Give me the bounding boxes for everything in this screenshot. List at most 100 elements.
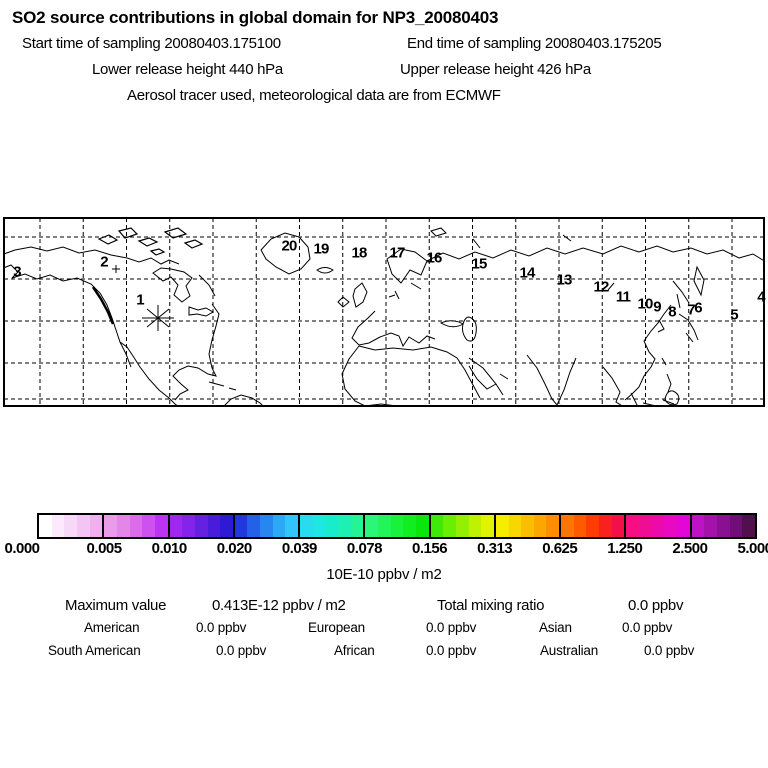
region-value: 0.0 ppbv: [426, 643, 477, 658]
colorbar-cell: [611, 515, 625, 537]
region-value: 0.0 ppbv: [196, 620, 247, 635]
colorbar-cell: [573, 515, 587, 537]
lower-release-label: Lower release height 440 hPa: [92, 61, 283, 78]
colorbar-tick-0.020: 0.020: [216, 540, 253, 557]
region-label-asian: Asian: [539, 620, 572, 635]
colorbar-segment-0: [39, 515, 103, 537]
colorbar-cell: [169, 515, 183, 537]
colorbar-tick-5.000: 5.000: [737, 540, 768, 557]
colorbar-segment-5: [363, 515, 429, 537]
colorbar-tick-0.039: 0.039: [281, 540, 318, 557]
tracer-note: Aerosol tracer used, meteorological data…: [127, 87, 501, 104]
region-value: 0.0 ppbv: [216, 643, 267, 658]
colorbar-tick-1.250: 1.250: [607, 540, 643, 557]
colorbar-cell: [586, 515, 600, 537]
colorbar-cell: [89, 515, 103, 537]
colorbar-cell: [415, 515, 429, 537]
region-label-american: American: [84, 620, 140, 635]
colorbar-cell: [508, 515, 522, 537]
colorbar-cell: [403, 515, 416, 537]
source-location-marker: [142, 305, 174, 331]
colorbar-tick-0.313: 0.313: [477, 540, 513, 557]
colorbar-segment-2: [167, 515, 233, 537]
colorbar-tick-0.078: 0.078: [346, 540, 383, 557]
colorbar-cell: [443, 515, 456, 537]
colorbar-cell: [377, 515, 391, 537]
colorbar-cell: [350, 515, 364, 537]
colorbar-cell: [691, 515, 705, 537]
colorbar-cell: [430, 515, 444, 537]
colorbar-cell: [626, 515, 640, 537]
max-value-label: Maximum value: [65, 597, 167, 614]
end-time-label: End time of sampling 20080403.175205: [407, 35, 662, 52]
colorbar-segment-4: [298, 515, 364, 537]
colorbar-cell: [599, 515, 612, 537]
region-value: 0.0 ppbv: [644, 643, 695, 658]
map-gridlines: [4, 218, 764, 406]
colorbar-cell: [104, 515, 117, 537]
colorbar-tick-0.156: 0.156: [412, 540, 448, 557]
region-label-european: European: [308, 620, 365, 635]
colorbar-cell: [300, 515, 313, 537]
colorbar-tick-0.005: 0.005: [86, 540, 123, 557]
colorbar-segment-7: [493, 515, 560, 537]
colorbar-cell: [285, 515, 299, 537]
upper-release-label: Upper release height 426 hPa: [400, 61, 591, 78]
max-value: 0.413E-12 ppbv / m2: [212, 597, 346, 614]
colorbar-cell: [247, 515, 261, 537]
total-mixing-ratio-label: Total mixing ratio: [437, 597, 545, 614]
colorbar-cell: [481, 515, 494, 537]
total-mixing-ratio-value: 0.0 ppbv: [628, 597, 684, 614]
colorbar-cell: [546, 515, 560, 537]
colorbar-segment-1: [102, 515, 168, 537]
colorbar-tick-labels: 0.000 0.005 0.010 0.020 0.039 0.078 0.156 0.313…: [0, 540, 768, 558]
colorbar-cell: [390, 515, 404, 537]
colorbar-cell: [533, 515, 547, 537]
colorbar-cell: [677, 515, 690, 537]
colorbar-segment-10: [689, 515, 755, 537]
start-time-label: Start time of sampling 20080403.175100: [22, 35, 281, 52]
colorbar-cell: [704, 515, 717, 537]
colorbar-cell: [325, 515, 339, 537]
colorbar-segment-6: [428, 515, 494, 537]
colorbar-tick-0.010: 0.010: [151, 540, 188, 557]
colorbar-cell: [521, 515, 534, 537]
colorbar-cell: [312, 515, 326, 537]
colorbar-cell: [561, 515, 574, 537]
colorbar-cell: [729, 515, 743, 537]
region-label-australian: Australian: [540, 643, 599, 658]
colorbar-cell: [639, 515, 652, 537]
region-label-south-american: South American: [48, 643, 141, 658]
colorbar-cell: [468, 515, 482, 537]
coastlines: [3, 227, 765, 407]
colorbar-cell: [234, 515, 248, 537]
colorbar-tick-2.500: 2.500: [672, 540, 708, 557]
colorbar-cell: [142, 515, 155, 537]
colorbar-cell: [742, 515, 755, 537]
colorbar-units: 10E-10 ppbv / m2: [326, 566, 442, 583]
colorbar: [37, 513, 757, 539]
map-frame: [3, 217, 765, 407]
colorbar-cell: [207, 515, 221, 537]
colorbar-cell: [260, 515, 273, 537]
colorbar-cell: [455, 515, 469, 537]
region-value: 0.0 ppbv: [622, 620, 673, 635]
colorbar-cell: [194, 515, 208, 537]
colorbar-cell: [365, 515, 378, 537]
colorbar-cell: [664, 515, 678, 537]
colorbar-cell: [39, 515, 52, 537]
colorbar-cell: [116, 515, 130, 537]
colorbar-cell: [495, 515, 509, 537]
colorbar-cell: [272, 515, 286, 537]
colorbar-cell: [716, 515, 730, 537]
colorbar-cell: [220, 515, 233, 537]
colorbar-segment-3: [232, 515, 299, 537]
colorbar-cell: [129, 515, 143, 537]
colorbar-cell: [338, 515, 351, 537]
colorbar-cell: [76, 515, 90, 537]
colorbar-tick-0.000: 0.000: [4, 540, 40, 557]
region-label-african: African: [334, 643, 375, 658]
colorbar-cell: [51, 515, 65, 537]
region-value: 0.0 ppbv: [426, 620, 477, 635]
